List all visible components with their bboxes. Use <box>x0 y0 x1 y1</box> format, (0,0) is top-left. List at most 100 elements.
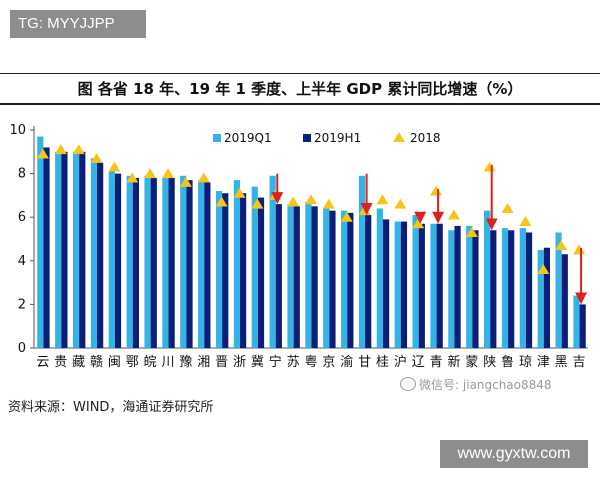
bar-2019q1-31 <box>573 295 580 348</box>
bar-2019q1-7 <box>144 175 151 348</box>
y-tick-label: 10 <box>9 123 26 138</box>
category-label: 贵 <box>54 355 67 370</box>
category-label: 冀 <box>251 354 264 370</box>
marker-2018-31 <box>573 244 586 255</box>
bar-2019q1-25 <box>466 225 473 348</box>
category-label: 粤 <box>304 354 317 370</box>
bar-2019q1-11 <box>215 191 223 348</box>
category-label: 豫 <box>179 355 192 370</box>
marker-2018-26 <box>483 161 496 172</box>
legend-swatch-3 <box>393 132 405 142</box>
bar-2019h1-28 <box>525 232 533 348</box>
category-label: 京 <box>322 355 335 370</box>
category-label: 川 <box>162 355 175 370</box>
category-label: 沪 <box>394 354 407 370</box>
bar-2019h1-16 <box>311 206 318 348</box>
category-label: 皖 <box>144 355 157 370</box>
marker-2018-11 <box>215 196 228 207</box>
marker-2018-25 <box>465 226 478 237</box>
wechat-watermark: 微信号: jiangchao8848 <box>400 376 552 393</box>
bar-2019q1-21 <box>394 221 401 348</box>
bar-2019h1-3 <box>79 151 86 348</box>
bar-2019q1-1 <box>37 136 44 348</box>
bar-2019h1-31 <box>579 304 586 348</box>
marker-2018-16 <box>305 194 317 205</box>
marker-2018-9 <box>179 176 192 187</box>
bar-2019h1-25 <box>472 230 479 348</box>
legend-swatch-1 <box>213 134 221 142</box>
category-label: 湘 <box>197 355 210 370</box>
bar-2019h1-5 <box>114 173 122 348</box>
bar-2019q1-23 <box>430 223 437 348</box>
marker-2018-30 <box>555 240 568 251</box>
bar-2019h1-15 <box>293 206 300 348</box>
bar-2019q1-13 <box>251 186 258 348</box>
category-label: 宁 <box>269 354 282 370</box>
marker-2018-7 <box>144 168 157 179</box>
bar-2019h1-17 <box>329 210 336 348</box>
bar-2019h1-21 <box>400 221 408 348</box>
bar-2019h1-1 <box>43 147 50 348</box>
bar-2019h1-7 <box>150 177 157 348</box>
bar-2019h1-26 <box>490 230 497 348</box>
bar-2019h1-23 <box>436 223 443 348</box>
bar-2019h1-11 <box>222 193 229 348</box>
bar-2019h1-24 <box>454 225 461 348</box>
bar-2019q1-27 <box>501 228 509 348</box>
category-label: 藏 <box>72 355 85 370</box>
marker-2018-15 <box>287 196 300 207</box>
category-label: 黑 <box>555 355 568 370</box>
category-label: 辽 <box>412 355 425 370</box>
bar-2019q1-22 <box>412 215 419 348</box>
marker-2018-27 <box>501 202 514 213</box>
legend-label-1: 2019Q1 <box>224 131 272 145</box>
marker-2018-3 <box>72 144 85 155</box>
category-label: 闽 <box>108 355 121 370</box>
bar-2019q1-18 <box>341 210 348 348</box>
bar-2019q1-29 <box>537 249 544 348</box>
bar-2019q1-26 <box>484 210 491 348</box>
category-label: 新 <box>447 354 460 370</box>
wechat-icon <box>400 377 416 391</box>
y-tick-label: 4 <box>18 254 26 269</box>
category-label: 青 <box>430 355 443 370</box>
marker-2018-4 <box>90 152 103 163</box>
marker-2018-20 <box>376 194 389 205</box>
legend-label-2: 2019H1 <box>314 131 361 145</box>
category-label: 吉 <box>573 355 586 370</box>
y-tick-label: 8 <box>18 167 26 182</box>
category-label: 苏 <box>287 354 300 370</box>
bar-2019h1-8 <box>168 177 175 348</box>
marker-2018-2 <box>54 144 67 155</box>
marker-2018-10 <box>197 172 210 183</box>
bar-2019q1-5 <box>108 171 115 348</box>
bar-2019q1-14 <box>269 175 276 348</box>
bar-2019q1-10 <box>198 180 205 348</box>
y-tick-label: 0 <box>18 341 26 356</box>
category-label: 鲁 <box>501 355 514 370</box>
website-watermark: www.gyxtw.com <box>440 440 588 468</box>
title-rule-top <box>0 73 600 74</box>
marker-2018-5 <box>108 161 121 172</box>
marker-2018-21 <box>394 198 407 209</box>
category-label: 蒙 <box>465 355 478 370</box>
category-label: 甘 <box>358 355 371 370</box>
bar-2019q1-20 <box>376 208 383 348</box>
bar-2019q1-28 <box>519 228 526 348</box>
legend-swatch-2 <box>303 134 311 142</box>
bar-2019q1-17 <box>323 208 330 348</box>
bar-2019q1-9 <box>180 175 187 348</box>
category-label: 浙 <box>233 355 246 370</box>
marker-2018-6 <box>126 172 139 183</box>
bar-2019h1-6 <box>132 177 139 348</box>
category-label: 桂 <box>376 355 389 370</box>
category-label: 鄂 <box>126 355 139 370</box>
bar-2019h1-30 <box>561 254 568 348</box>
bar-2019h1-18 <box>347 212 354 348</box>
bar-2019q1-19 <box>358 175 366 348</box>
category-label: 琼 <box>519 355 532 370</box>
bar-2019h1-20 <box>382 219 390 348</box>
bar-2019h1-2 <box>61 151 68 348</box>
bar-2019q1-24 <box>448 230 455 348</box>
category-label: 陕 <box>483 355 496 370</box>
